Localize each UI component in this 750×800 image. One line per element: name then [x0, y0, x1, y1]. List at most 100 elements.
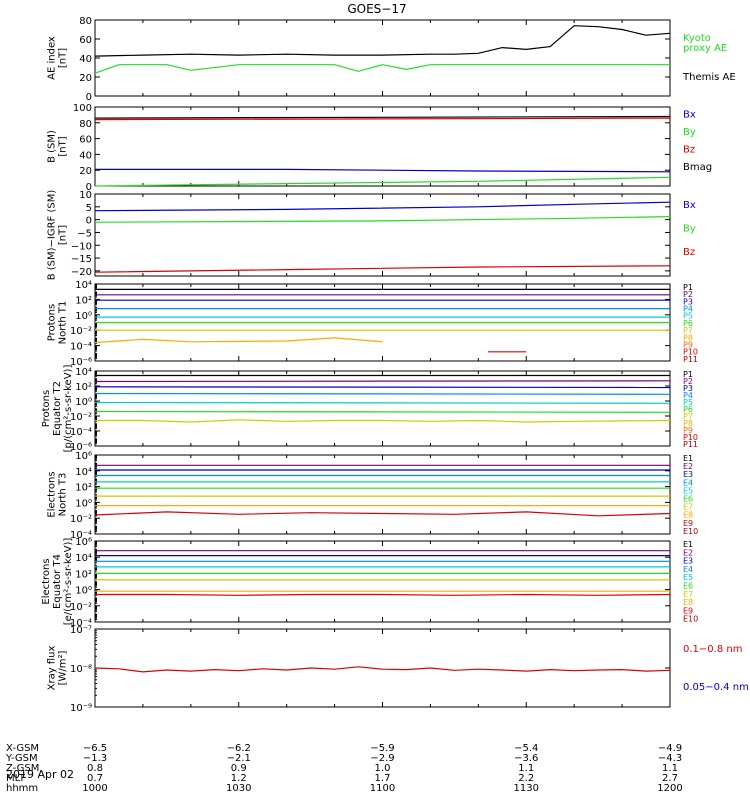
- y-tick-label: 10⁴: [75, 280, 92, 291]
- series-0-1-0-8-nm: [94, 666, 671, 673]
- legend-entry: E9: [683, 606, 693, 615]
- y-tick-label: 10: [79, 190, 92, 201]
- panel-frame: [94, 370, 671, 447]
- legend-entry: P1: [683, 370, 693, 379]
- y-axis-label: [W/m²]: [58, 650, 69, 685]
- legend-entry: 0.1−0.8 nm: [683, 644, 742, 655]
- legend-entry: E1: [683, 454, 693, 463]
- legend-entry: proxy AE: [683, 43, 727, 54]
- series-bz: [94, 265, 671, 273]
- legend-entry: E9: [683, 519, 693, 528]
- legend-entry: E7: [683, 590, 693, 599]
- legend-entry: P9: [683, 426, 693, 435]
- legend-entry: P6: [683, 405, 693, 414]
- panel-frame: [94, 193, 671, 277]
- y-tick-label: 10⁻⁴: [70, 530, 92, 541]
- series-e9: [95, 593, 671, 596]
- ephemeris-value: −5.9: [370, 743, 394, 754]
- series-p4: [94, 392, 671, 395]
- y-tick-label: 10⁶: [75, 451, 92, 462]
- y-tick-label: 20: [79, 73, 92, 84]
- y-tick-label: 10²: [75, 483, 92, 494]
- y-tick-label: 80: [79, 16, 92, 27]
- panel-frame: [94, 19, 671, 97]
- y-tick-label: −10: [71, 241, 92, 252]
- y-axis-label: [nT]: [58, 48, 69, 68]
- legend-entry: Kyoto: [683, 33, 711, 44]
- series-bx: [94, 201, 671, 212]
- legend-entry: P10: [683, 433, 698, 442]
- series-p8: [94, 337, 383, 344]
- y-tick-label: 10⁻²: [70, 326, 92, 337]
- legend-entry: E8: [683, 598, 693, 607]
- y-tick-label: 10⁻⁶: [70, 357, 92, 368]
- ephemeris-value: 0.7: [87, 773, 103, 784]
- y-tick-label: 100: [73, 103, 92, 114]
- ephemeris-row-label: hhmm: [6, 783, 38, 794]
- legend-entry: E10: [683, 615, 698, 624]
- y-tick-label: 10²: [75, 382, 92, 393]
- legend-entry: P4: [683, 391, 693, 400]
- legend-entry: E10: [683, 527, 698, 536]
- ephemeris-value: −3.6: [514, 753, 538, 764]
- y-tick-label: 10⁻⁹: [70, 703, 92, 714]
- series-p5: [94, 401, 671, 404]
- ephemeris-value: 1030: [226, 783, 251, 794]
- y-tick-label: −20: [71, 267, 92, 278]
- legend-entry: P6: [683, 319, 693, 328]
- legend-entry: E4: [683, 565, 693, 574]
- ephemeris-value: −5.4: [514, 743, 538, 754]
- panel-2: 0 20 40 60 80 100 B (SM) [nT] Bx By Bz Bmag: [47, 103, 713, 193]
- panel-5: 10⁴ 10² 10⁰ 10⁻² 10⁻⁴ 10⁻⁶ Protons Equator T2 [p…: [41, 365, 698, 453]
- legend-entry: P5: [683, 398, 693, 407]
- y-tick-label: 10⁰: [75, 586, 92, 597]
- y-tick-label: 80: [79, 119, 92, 130]
- chart-title: GOES−17: [347, 2, 406, 16]
- series-p6: [94, 410, 671, 413]
- y-axis-label: [nT]: [58, 136, 69, 156]
- legend-entry: P10: [683, 348, 698, 357]
- legend-entry: E6: [683, 582, 693, 591]
- legend-entry: E8: [683, 511, 693, 520]
- panel-7: 10⁶ 10⁴ 10² 10⁰ 10⁻² 10⁻⁴ Electrons Equator T4[…: [41, 537, 698, 629]
- y-tick-label: 10⁻⁷: [70, 625, 92, 636]
- legend-entry: P4: [683, 305, 693, 314]
- series-by: [94, 216, 671, 223]
- series-p2: [94, 380, 671, 383]
- y-tick-label: 10⁻²: [70, 602, 92, 613]
- ephemeris-value: 2.7: [662, 773, 678, 784]
- ephemeris-value: −4.3: [658, 753, 682, 764]
- legend-entry: Bx: [683, 110, 696, 121]
- legend-entry: E6: [683, 495, 693, 504]
- ephemeris-row-label: X-GSM: [6, 743, 39, 754]
- legend-entry: 0.05−0.4 nm: [683, 682, 749, 693]
- y-tick-label: 10⁻⁴: [70, 342, 92, 353]
- ephemeris-value: 1100: [370, 783, 395, 794]
- series-p7: [95, 419, 671, 423]
- legend-entry: P2: [683, 290, 693, 299]
- series-themis-ae: [94, 25, 671, 57]
- y-tick-label: 5: [86, 203, 92, 214]
- y-axis-label: Xray flux: [47, 646, 58, 691]
- ephemeris-value: 1130: [514, 783, 539, 794]
- y-tick-label: 10⁻⁸: [70, 664, 92, 675]
- y-axis-label: North T3: [58, 473, 69, 517]
- panel-4: 10⁴ 10² 10⁰ 10⁻² 10⁻⁴ 10⁻⁶ Protons North T1 P1P2…: [47, 280, 699, 368]
- y-axis-label: Equator T2: [52, 381, 63, 436]
- ephemeris-row-label: MLT: [6, 773, 26, 784]
- series-e9: [94, 511, 671, 517]
- ephemeris-value: −6.2: [227, 743, 251, 754]
- y-tick-label: 10⁻⁴: [70, 618, 92, 629]
- panel-8: 10⁻⁷ 10⁻⁸ 10⁻⁹ Xray flux [W/m²] 0.1−0.8 nm 0.0…: [47, 625, 749, 714]
- y-tick-label: 10⁴: [75, 367, 92, 378]
- ephemeris-value: 1000: [82, 783, 107, 794]
- y-tick-label: 10⁰: [75, 311, 92, 322]
- legend-entry: P9: [683, 340, 693, 349]
- ephemeris-value: 1.1: [518, 763, 534, 774]
- ephemeris-value: −6.5: [83, 743, 107, 754]
- y-tick-label: 60: [79, 135, 92, 146]
- y-tick-label: 10⁰: [75, 498, 92, 509]
